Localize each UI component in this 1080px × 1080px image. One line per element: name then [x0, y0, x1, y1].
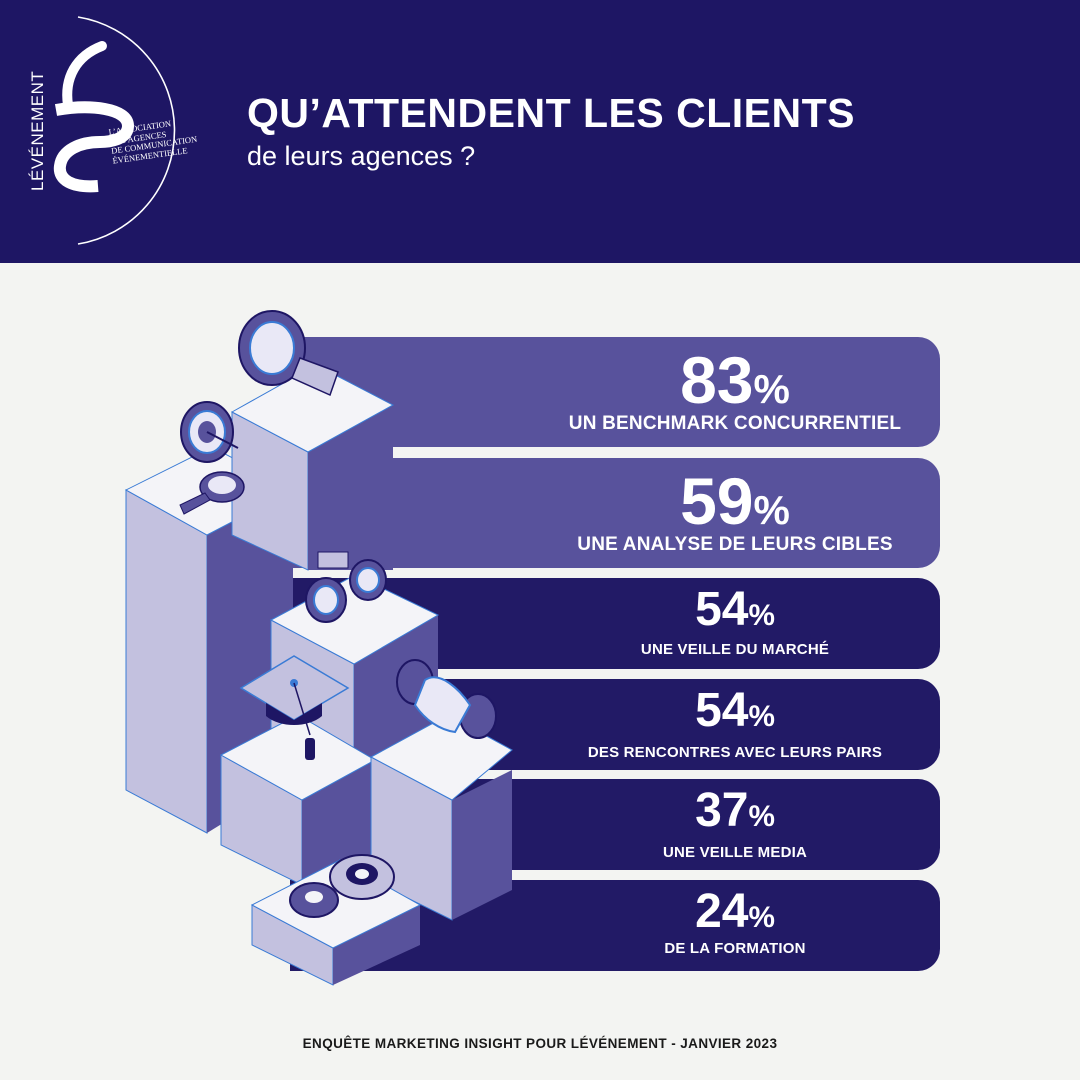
stat-value: 54	[695, 684, 749, 737]
magnifier-icon	[238, 310, 339, 397]
rear-pillar	[230, 364, 395, 571]
stat-value: 24	[695, 885, 749, 938]
stat-label: UNE ANALYSE DE LEURS CIBLES	[577, 534, 893, 555]
stat-value: 37	[695, 784, 749, 837]
cap-pillar	[219, 714, 377, 886]
stat-value: 83	[680, 343, 754, 417]
source-footer: ENQUÊTE MARKETING INSIGHT POUR LÉVÉNEMEN…	[302, 1036, 778, 1051]
logo-mark-icon	[53, 16, 176, 245]
stat-bar: 59% UNE ANALYSE DE LEURS CIBLES	[290, 458, 940, 568]
stat-label: UN BENCHMARK CONCURRENTIEL	[568, 413, 902, 434]
percent-sign: %	[748, 700, 775, 733]
stat-bar: 83% UN BENCHMARK CONCURRENTIEL	[290, 337, 940, 447]
stat-value: 59	[680, 464, 754, 538]
small-magnifier-icon	[179, 471, 245, 515]
target-icon	[180, 401, 239, 463]
graduation-cap-icon	[239, 655, 350, 760]
stat-value: 54	[695, 583, 749, 636]
header-banner: LÉVÉNEMENT L’ASSOCIATION DES AGENCES DE …	[0, 0, 1080, 263]
page-subtitle: de leurs agences ?	[247, 141, 476, 171]
gears-icon	[289, 854, 395, 918]
stat-percentage: 59%	[520, 468, 950, 534]
stat-label: DE LA FORMATION	[664, 940, 806, 957]
page-title: QU’ATTENDENT LES CLIENTS	[247, 90, 856, 136]
stat-percentage: 54%	[520, 687, 950, 735]
percent-sign: %	[748, 599, 775, 632]
stat-percentage: 83%	[520, 347, 950, 413]
percent-sign: %	[748, 800, 775, 833]
percent-sign: %	[753, 366, 790, 412]
handshake-icon	[396, 659, 497, 739]
percent-sign: %	[753, 487, 790, 533]
stat-percentage: 37%	[520, 787, 950, 835]
stat-percentage: 54%	[520, 586, 950, 634]
levenement-logo: LÉVÉNEMENT L’ASSOCIATION DES AGENCES DE …	[0, 0, 240, 263]
percent-sign: %	[748, 901, 775, 934]
stat-label: UNE VEILLE MEDIA	[662, 844, 808, 861]
stat-percentage: 24%	[520, 888, 950, 936]
stat-label: DES RENCONTRES AVEC LEURS PAIRS	[587, 744, 883, 761]
stat-label: UNE VEILLE DU MARCHÉ	[640, 641, 830, 658]
binoculars-icon	[305, 551, 387, 623]
